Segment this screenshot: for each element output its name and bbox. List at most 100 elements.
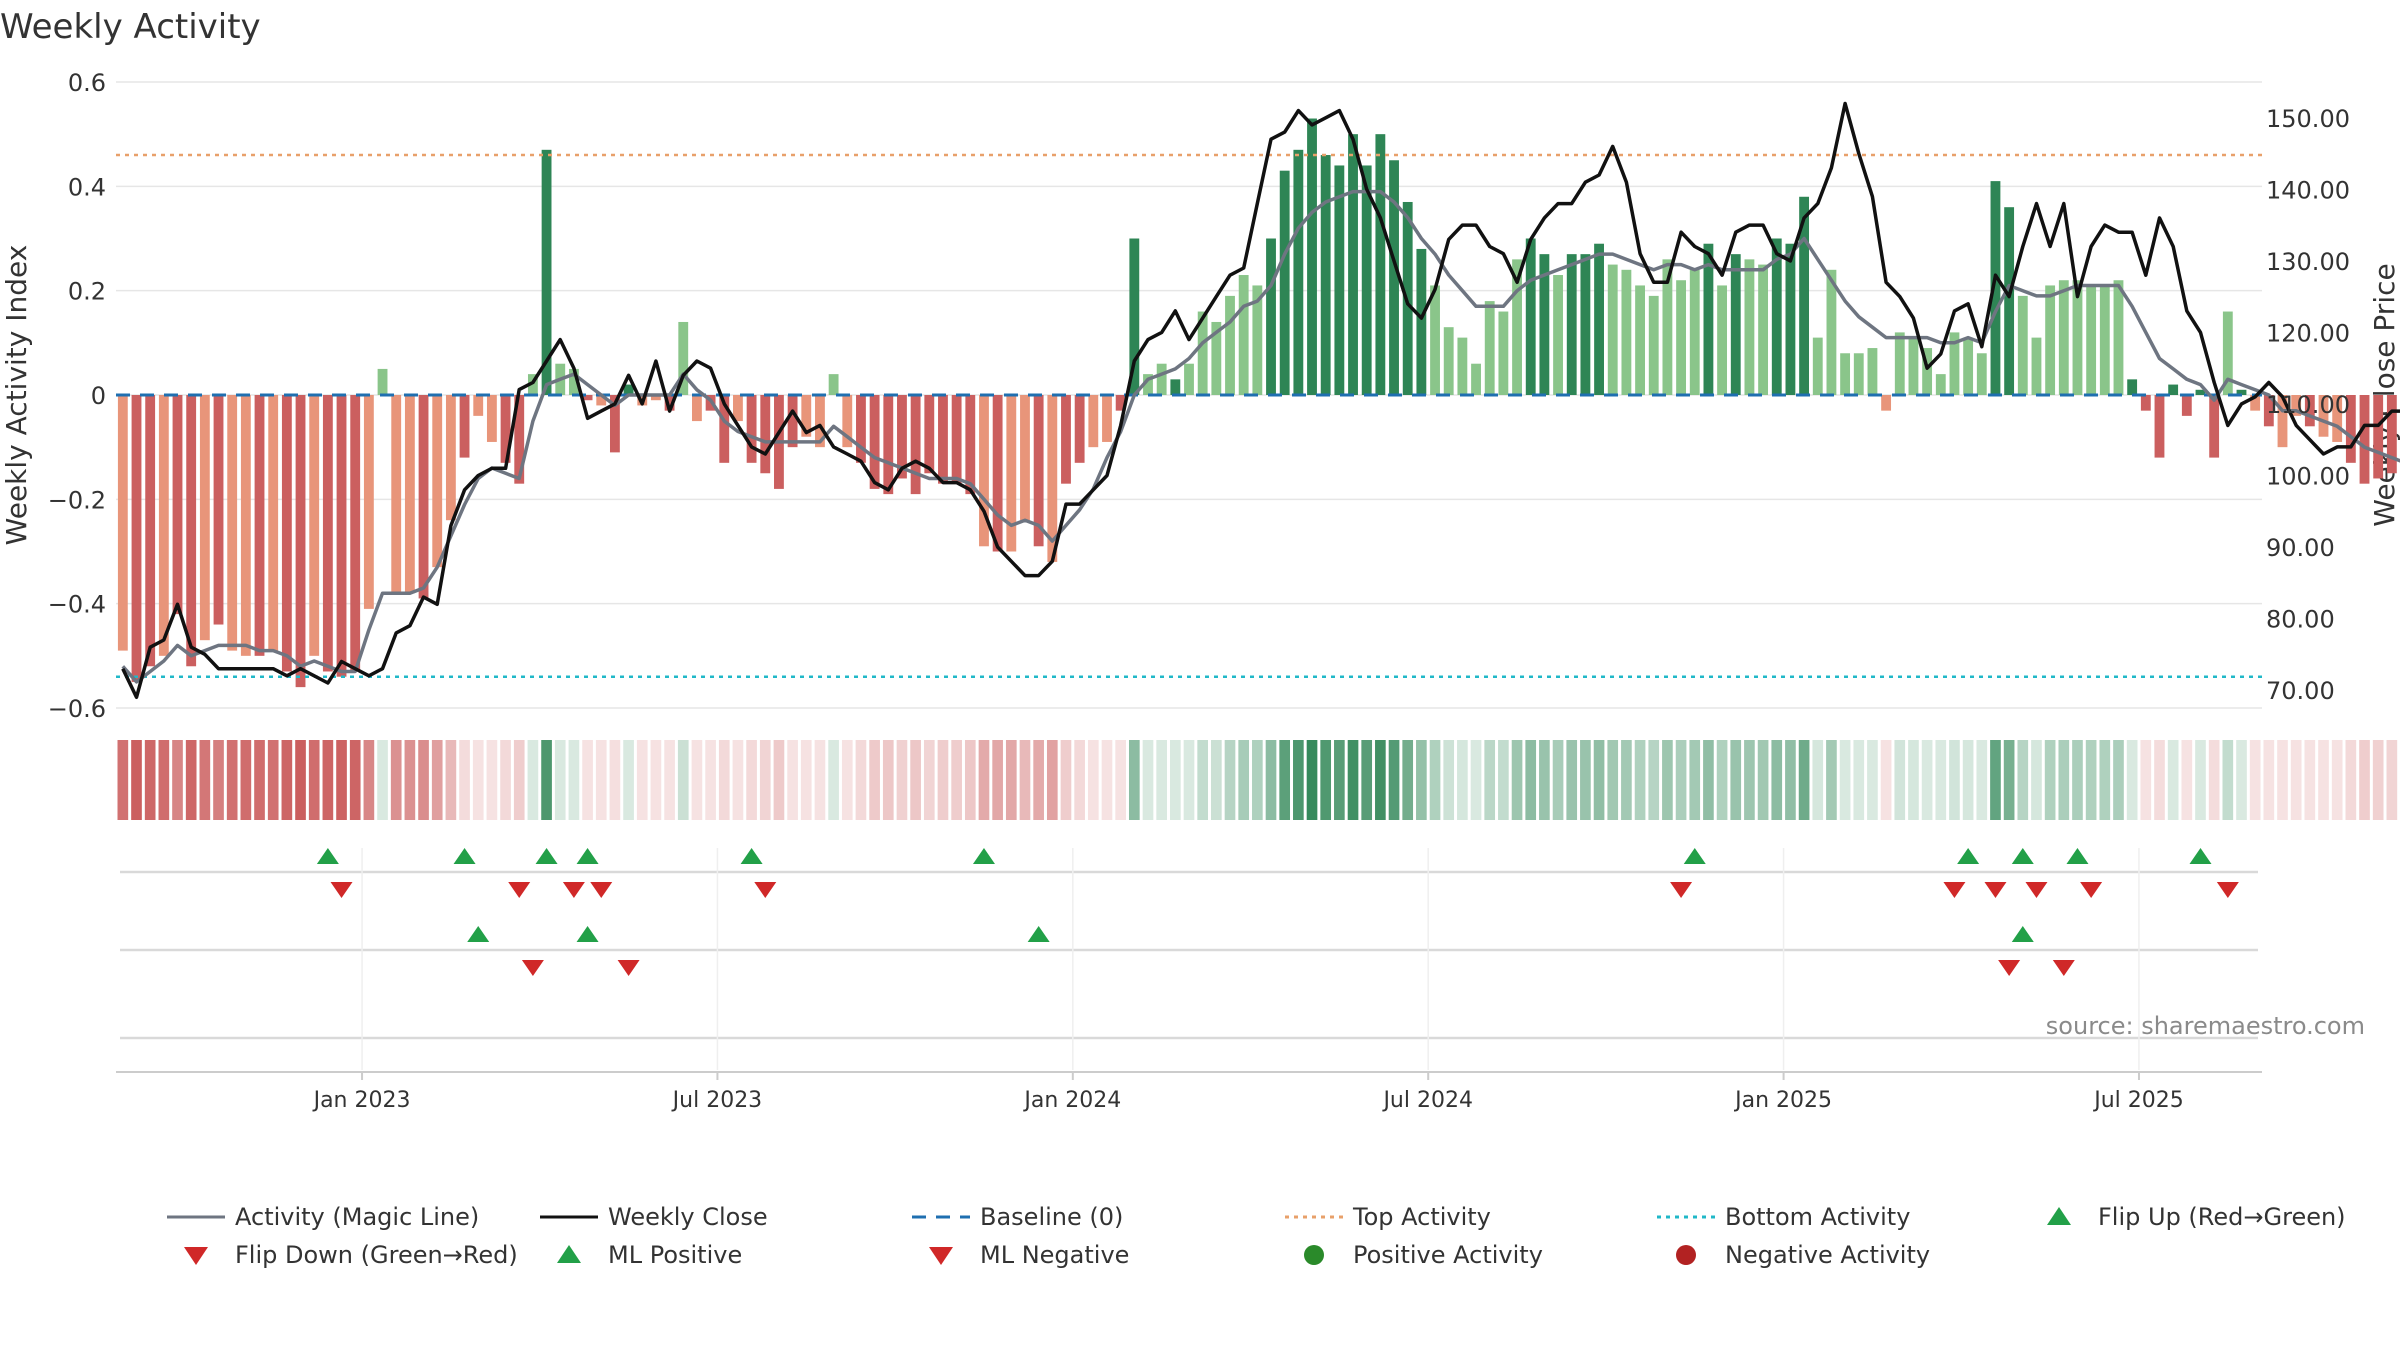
y-tick-label: 0.6	[68, 69, 106, 97]
activity-bar	[1676, 280, 1686, 395]
activity-bar	[1594, 243, 1604, 395]
activity-bar	[609, 395, 620, 453]
activity-bar	[418, 395, 429, 599]
activity-bar	[746, 395, 757, 463]
activity-bar	[199, 395, 210, 641]
y2-tick-label: 80.00	[2266, 606, 2335, 634]
activity-bar	[2017, 295, 2028, 395]
heat-strip-cell	[1361, 740, 1373, 820]
heat-strip-cell	[1525, 740, 1537, 820]
heat-strip-cell	[1388, 740, 1400, 820]
ml-positive-icon	[557, 1245, 581, 1263]
heat-strip-cell	[2085, 740, 2097, 820]
flip-up-marker	[972, 848, 995, 864]
x-tick-label: Jul 2024	[1381, 1088, 1473, 1113]
heat-strip-cell	[1634, 740, 1646, 820]
heat-strip-cell	[1771, 740, 1783, 820]
activity-bar	[924, 395, 935, 474]
activity-bar	[582, 395, 593, 401]
heat-strip-cell	[1798, 740, 1810, 820]
activity-bar	[2031, 337, 2042, 395]
activity-bar	[1238, 275, 1249, 395]
activity-bar	[2086, 285, 2097, 395]
heat-strip-cell	[650, 740, 662, 820]
heat-strip-cell	[199, 740, 211, 820]
activity-bar	[2236, 389, 2247, 395]
positive-dot-icon	[1304, 1245, 1324, 1265]
heat-strip-cell	[2331, 740, 2343, 820]
activity-bar	[1375, 134, 1386, 395]
heat-strip-cell	[1826, 740, 1837, 820]
heat-strip-cell	[1347, 740, 1359, 820]
activity-bar	[2140, 395, 2151, 411]
weekly-close-line	[121, 101, 2400, 700]
activity-bar	[1512, 259, 1522, 395]
flip-down-marker	[2025, 882, 2048, 898]
magic-line-swatch	[167, 1215, 225, 1219]
ml-negative-marker	[2052, 960, 2075, 976]
activity-bar	[1225, 295, 1235, 395]
activity-bar	[2318, 395, 2329, 437]
heat-strip-cell	[568, 740, 580, 820]
heat-strip-cell	[1498, 740, 1509, 820]
bottom-activity-swatch	[1657, 1215, 1715, 1219]
heat-strip-cell	[2290, 740, 2302, 820]
heat-strip-cell	[131, 740, 142, 820]
heat-strip-cell	[1060, 740, 1072, 820]
activity-bar	[1635, 285, 1645, 395]
heat-strip-cell	[349, 740, 361, 820]
heat-strip-cell	[787, 740, 798, 820]
activity-bar	[1061, 395, 1071, 484]
activity-bar	[2359, 395, 2370, 484]
y-axis-label: Weekly Activity Index	[0, 245, 33, 546]
activity-bar	[1361, 165, 1372, 395]
magic-line	[121, 189, 2400, 684]
heat-strip-cell	[308, 740, 320, 820]
heat-strip-cell	[390, 740, 402, 820]
heat-strip-cell	[431, 740, 443, 820]
activity-bar	[1143, 374, 1153, 395]
x-tick-label: Jul 2025	[2092, 1088, 2184, 1113]
heat-strip-cell	[1115, 740, 1126, 820]
heat-strip-cell	[527, 740, 539, 820]
heat-strip-cell	[336, 740, 347, 820]
heat-strip-cell	[2181, 740, 2193, 820]
heat-strip-cell	[582, 740, 593, 820]
heat-strip-cell	[1142, 740, 1154, 820]
y2-tick-label: 70.00	[2266, 677, 2335, 705]
activity-bar	[815, 395, 825, 448]
activity-bar	[1115, 395, 1126, 411]
heat-strip-cell	[322, 740, 334, 820]
legend-item-baseline: Baseline (0)	[910, 1198, 1123, 1236]
activity-bar	[145, 395, 156, 667]
heat-strip-cell	[486, 740, 498, 820]
ml-negative-marker	[617, 960, 640, 976]
heat-strip-cell	[117, 740, 129, 820]
activity-bar	[856, 395, 866, 463]
y-tick-label: 0.2	[68, 278, 106, 306]
activity-bar	[2127, 379, 2138, 395]
heat-strip-cell	[2386, 740, 2398, 820]
heat-strip-cell	[1962, 740, 1974, 820]
heat-strip-cell	[1990, 740, 2001, 820]
heat-strip-cell	[964, 740, 976, 820]
activity-bar	[979, 395, 989, 547]
activity-bar	[527, 374, 538, 395]
flip-up-marker	[453, 848, 476, 864]
activity-bar	[2113, 280, 2124, 395]
x-tick-label: Jan 2024	[1022, 1088, 1121, 1113]
heat-strip-cell	[732, 740, 744, 820]
activity-bar	[1703, 243, 1714, 395]
heat-strip-cell	[1457, 740, 1468, 820]
heat-strip-cell	[1470, 740, 1482, 820]
activity-bar	[1730, 254, 1741, 395]
heat-strip-cell	[2044, 740, 2056, 820]
flip-down-marker	[508, 882, 531, 898]
heat-strip-cell	[1046, 740, 1058, 820]
activity-bar	[295, 395, 306, 688]
y-tick-label: −0.4	[48, 591, 106, 619]
heat-strip-cell	[1976, 740, 1988, 820]
activity-bar	[1252, 285, 1263, 395]
heat-strip-cell	[855, 740, 867, 820]
